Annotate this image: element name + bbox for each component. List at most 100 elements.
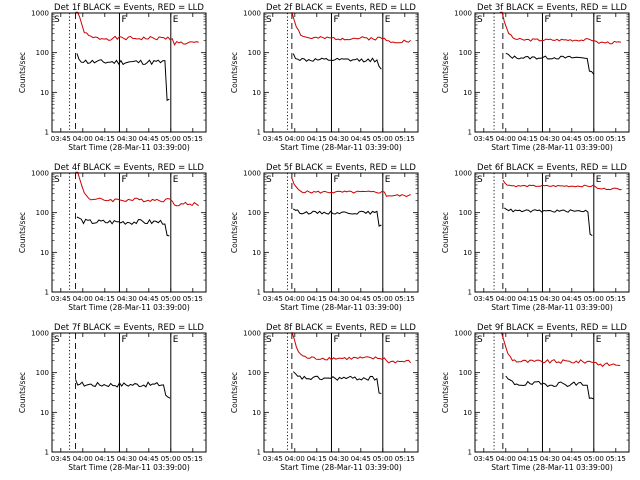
- series-line-events: [292, 53, 382, 70]
- x-tick-label: 04:30: [117, 455, 137, 463]
- plot-frame: [474, 332, 630, 453]
- series-line-events: [505, 375, 595, 400]
- plot-frame: [474, 172, 630, 293]
- y-tick-label: 100: [36, 209, 49, 217]
- x-axis-label: Start Time (28-Mar-11 03:39:00): [491, 303, 613, 312]
- y-tick-label: 100: [459, 209, 472, 217]
- marker-label-S: S: [266, 335, 272, 345]
- x-tick-label: 05:00: [584, 135, 604, 143]
- y-tick-label: 1: [45, 129, 49, 137]
- x-tick-label: 04:45: [351, 295, 371, 303]
- marker-label-E: E: [385, 175, 391, 185]
- marker-label-E: E: [596, 15, 602, 25]
- y-tick-label: 100: [36, 369, 49, 377]
- series-line-events: [76, 216, 170, 237]
- x-tick-label: 04:00: [73, 135, 93, 143]
- y-axis-label: Counts/sec: [230, 372, 239, 413]
- marker-label-E: E: [596, 175, 602, 185]
- y-tick-label: 1: [45, 289, 49, 297]
- x-tick-label: 04:15: [518, 455, 538, 463]
- x-tick-label: 03:45: [263, 295, 283, 303]
- y-tick-label: 1: [257, 129, 261, 137]
- marker-label-F: F: [544, 335, 549, 345]
- y-tick-label: 1000: [243, 330, 261, 338]
- marker-label-S: S: [54, 175, 60, 185]
- x-tick-label: 04:15: [307, 295, 327, 303]
- x-tick-label: 04:00: [285, 135, 305, 143]
- series-line-events: [76, 53, 170, 102]
- y-axis-label: Counts/sec: [18, 372, 27, 413]
- y-tick-label: 10: [252, 409, 261, 417]
- y-tick-label: 1: [468, 449, 472, 457]
- x-tick-label: 05:00: [161, 455, 181, 463]
- x-tick-label: 03:45: [51, 295, 71, 303]
- series-line-lld: [291, 12, 412, 44]
- series-line-events: [292, 371, 382, 394]
- x-tick-label: 05:00: [373, 455, 393, 463]
- x-tick-label: 05:15: [395, 135, 415, 143]
- marker-label-E: E: [385, 15, 391, 25]
- marker-label-F: F: [333, 15, 338, 25]
- y-tick-label: 10: [40, 249, 49, 257]
- x-tick-label: 05:00: [161, 135, 181, 143]
- series-line-events: [293, 208, 382, 227]
- y-tick-label: 1000: [243, 10, 261, 18]
- detector-panel-9: Det 9f BLACK = Events, RED = LLD Counts/s…: [441, 323, 630, 472]
- x-axis-label: Start Time (28-Mar-11 03:39:00): [491, 143, 613, 152]
- plot-frame: [263, 12, 419, 133]
- y-tick-label: 10: [40, 409, 49, 417]
- x-tick-label: 03:45: [474, 295, 494, 303]
- x-tick-label: 04:15: [307, 455, 327, 463]
- y-axis-label: Counts/sec: [441, 212, 450, 253]
- x-tick-label: 04:00: [73, 455, 93, 463]
- y-tick-label: 10: [463, 409, 472, 417]
- x-tick-label: 03:45: [263, 455, 283, 463]
- marker-label-F: F: [121, 335, 126, 345]
- y-tick-label: 10: [252, 89, 261, 97]
- x-tick-label: 05:00: [584, 455, 604, 463]
- panel-title: Det 7f BLACK = Events, RED = LLD: [54, 323, 204, 333]
- y-tick-label: 100: [36, 49, 49, 57]
- y-tick-label: 1: [45, 449, 49, 457]
- marker-label-F: F: [333, 175, 338, 185]
- x-tick-label: 04:30: [329, 455, 349, 463]
- detector-panel-8: Det 8f BLACK = Events, RED = LLD Counts/s…: [230, 323, 419, 472]
- y-axis-label: Counts/sec: [230, 52, 239, 93]
- panel-title: Det 2f BLACK = Events, RED = LLD: [266, 3, 416, 13]
- x-tick-label: 04:45: [139, 295, 159, 303]
- marker-label-F: F: [121, 175, 126, 185]
- x-tick-label: 05:00: [373, 135, 393, 143]
- x-tick-label: 05:15: [606, 455, 626, 463]
- series-line-lld: [75, 171, 199, 207]
- x-tick-label: 04:30: [540, 455, 560, 463]
- marker-label-F: F: [333, 335, 338, 345]
- x-tick-label: 05:15: [183, 455, 203, 463]
- x-tick-label: 04:15: [518, 135, 538, 143]
- panel-title: Det 9f BLACK = Events, RED = LLD: [477, 323, 627, 333]
- x-tick-label: 05:15: [183, 295, 203, 303]
- x-axis-label: Start Time (28-Mar-11 03:39:00): [280, 303, 402, 312]
- x-tick-label: 05:15: [606, 135, 626, 143]
- detector-panel-4: Det 4f BLACK = Events, RED = LLD Counts/s…: [18, 163, 207, 312]
- marker-label-E: E: [173, 15, 179, 25]
- detector-panel-2: Det 2f BLACK = Events, RED = LLD Counts/s…: [230, 3, 419, 152]
- plot-frame: [263, 172, 419, 293]
- y-tick-label: 100: [248, 369, 261, 377]
- marker-label-S: S: [54, 15, 60, 25]
- x-tick-label: 04:15: [518, 295, 538, 303]
- x-tick-label: 05:15: [395, 295, 415, 303]
- series-line-lld: [291, 332, 412, 364]
- y-tick-label: 10: [252, 249, 261, 257]
- x-tick-label: 04:45: [139, 135, 159, 143]
- marker-label-E: E: [385, 335, 391, 345]
- x-tick-label: 05:00: [161, 295, 181, 303]
- x-tick-label: 04:15: [95, 455, 115, 463]
- y-tick-label: 1: [257, 449, 261, 457]
- marker-label-F: F: [121, 15, 126, 25]
- plot-frame: [51, 172, 207, 293]
- marker-label-S: S: [477, 15, 483, 25]
- y-tick-label: 1000: [31, 10, 49, 18]
- y-tick-label: 100: [248, 49, 261, 57]
- plot-frame: [51, 332, 207, 453]
